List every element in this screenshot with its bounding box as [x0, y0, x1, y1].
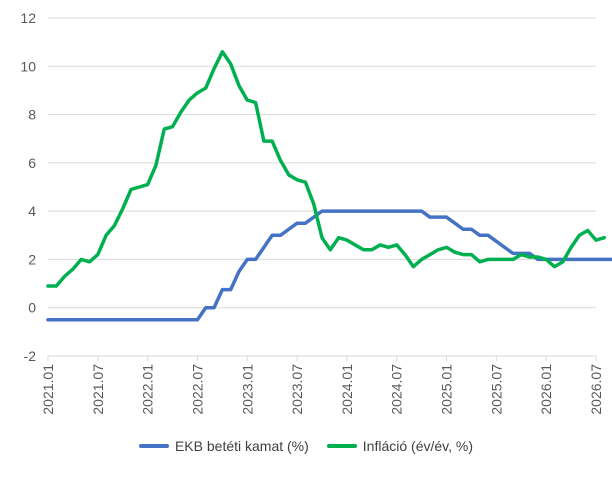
x-tick-label: 2023.07 — [289, 364, 305, 415]
x-tick-label: 2025.07 — [488, 364, 504, 415]
x-tick-label: 2022.07 — [189, 364, 205, 415]
legend-label-ekb: EKB betéti kamat (%) — [174, 438, 309, 454]
x-tick-label: 2022.01 — [140, 364, 156, 415]
y-tick-label: 6 — [28, 155, 36, 171]
y-tick-label: 12 — [20, 10, 36, 26]
x-tick-label: 2025.01 — [439, 364, 455, 415]
legend-item-ekb[interactable]: EKB betéti kamat (%) — [138, 438, 309, 454]
y-tick-label: 0 — [28, 300, 36, 316]
legend-item-inflation[interactable]: Infláció (év/év, %) — [326, 438, 474, 454]
x-tick-label: 2026.07 — [588, 364, 604, 415]
x-tick-label: 2024.07 — [389, 364, 405, 415]
legend-swatch-ekb — [138, 444, 169, 448]
x-tick-label: 2024.01 — [339, 364, 355, 415]
series-line-ekb[interactable] — [46, 209, 612, 322]
y-tick-label: 10 — [20, 58, 36, 74]
y-tick-label: 4 — [28, 203, 36, 219]
legend-swatch-inflation — [326, 444, 357, 448]
legend: EKB betéti kamat (%) Infláció (év/év, %) — [0, 438, 612, 454]
y-tick-label: -2 — [24, 348, 37, 364]
x-tick-label: 2026.01 — [538, 364, 554, 415]
x-tick-label: 2021.01 — [40, 364, 56, 415]
y-tick-label: 8 — [28, 107, 36, 123]
x-tick-label: 2021.07 — [90, 364, 106, 415]
series-line-inflation[interactable] — [46, 50, 607, 288]
y-tick-label: 2 — [28, 251, 36, 267]
legend-label-inflation: Infláció (év/év, %) — [362, 438, 474, 454]
x-tick-label: 2023.01 — [239, 364, 255, 415]
